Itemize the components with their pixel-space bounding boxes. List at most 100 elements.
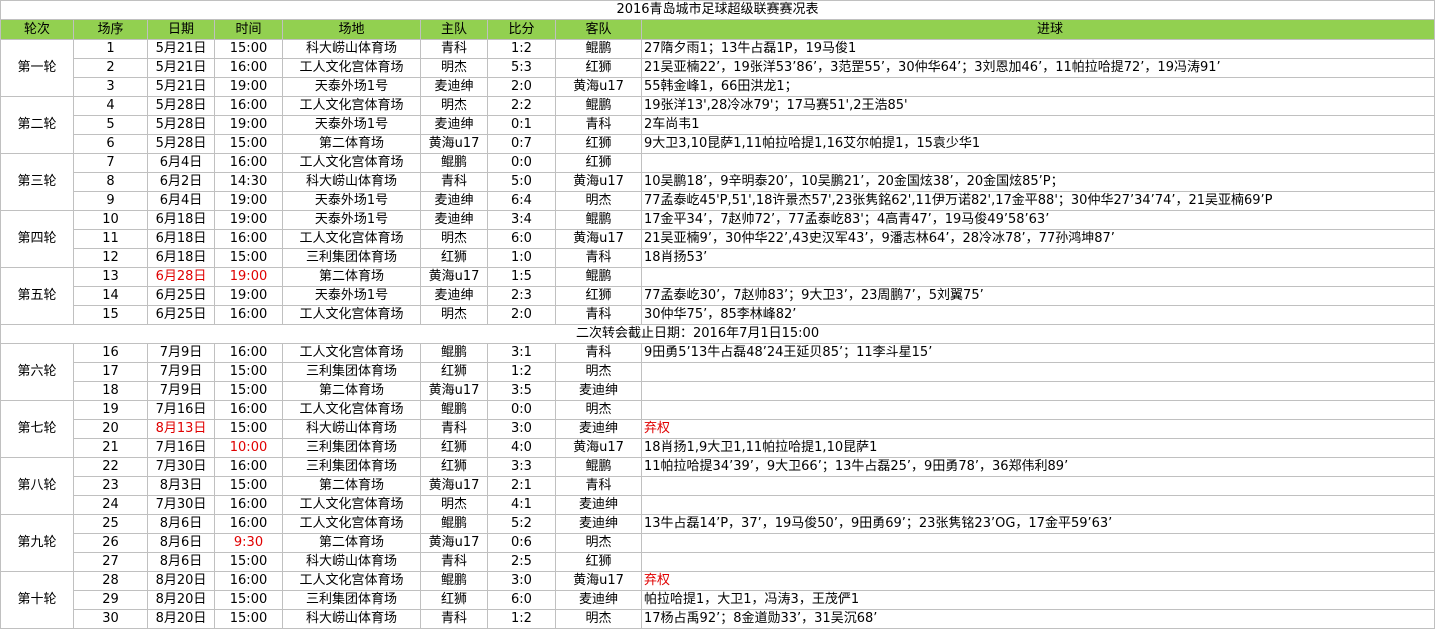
- home-team-cell[interactable]: 明杰: [420, 58, 488, 78]
- time-cell[interactable]: 15:00: [214, 381, 283, 401]
- away-team-cell[interactable]: 明杰: [555, 191, 642, 211]
- goals-cell[interactable]: 21吴亚楠22’，19张洋53’86’，3范罡55’，30仲华64’；3刘恩加4…: [641, 58, 1435, 78]
- venue-cell[interactable]: 科大崂山体育场: [282, 552, 421, 572]
- time-cell[interactable]: 19:00: [214, 267, 283, 287]
- time-cell[interactable]: 16:00: [214, 457, 283, 477]
- goals-cell[interactable]: 18肖扬53’: [641, 248, 1435, 268]
- away-team-cell[interactable]: 青科: [555, 115, 642, 135]
- score-cell[interactable]: 2:2: [487, 96, 556, 116]
- match-no-cell[interactable]: 17: [73, 362, 148, 382]
- date-cell[interactable]: 7月30日: [147, 495, 215, 515]
- home-team-cell[interactable]: 麦迪绅: [420, 77, 488, 97]
- match-no-cell[interactable]: 4: [73, 96, 148, 116]
- time-cell[interactable]: 16:00: [214, 400, 283, 420]
- goals-cell[interactable]: 30仲华75’，85李林峰82’: [641, 305, 1435, 325]
- date-cell[interactable]: 7月16日: [147, 438, 215, 458]
- date-cell[interactable]: 6月25日: [147, 286, 215, 306]
- home-team-cell[interactable]: 红狮: [420, 362, 488, 382]
- time-cell[interactable]: 9:30: [214, 533, 283, 553]
- round-cell[interactable]: 第三轮: [0, 153, 74, 211]
- score-cell[interactable]: 1:2: [487, 39, 556, 59]
- home-team-cell[interactable]: 麦迪绅: [420, 286, 488, 306]
- home-team-cell[interactable]: 明杰: [420, 495, 488, 515]
- header-away[interactable]: 客队: [555, 19, 642, 40]
- score-cell[interactable]: 1:0: [487, 248, 556, 268]
- match-no-cell[interactable]: 14: [73, 286, 148, 306]
- match-no-cell[interactable]: 11: [73, 229, 148, 249]
- date-cell[interactable]: 8月6日: [147, 514, 215, 534]
- venue-cell[interactable]: 第二体育场: [282, 134, 421, 154]
- date-cell[interactable]: 8月13日: [147, 419, 215, 439]
- match-no-cell[interactable]: 15: [73, 305, 148, 325]
- away-team-cell[interactable]: 鲲鹏: [555, 96, 642, 116]
- match-no-cell[interactable]: 7: [73, 153, 148, 173]
- time-cell[interactable]: 16:00: [214, 571, 283, 591]
- date-cell[interactable]: 7月9日: [147, 343, 215, 363]
- venue-cell[interactable]: 第二体育场: [282, 533, 421, 553]
- score-cell[interactable]: 1:5: [487, 267, 556, 287]
- date-cell[interactable]: 8月20日: [147, 571, 215, 591]
- away-team-cell[interactable]: 鲲鹏: [555, 39, 642, 59]
- match-no-cell[interactable]: 1: [73, 39, 148, 59]
- home-team-cell[interactable]: 青科: [420, 39, 488, 59]
- transfer-deadline-note[interactable]: 二次转会截止日期：2016年7月1日15:00: [0, 324, 1435, 344]
- venue-cell[interactable]: 工人文化宫体育场: [282, 96, 421, 116]
- date-cell[interactable]: 5月21日: [147, 77, 215, 97]
- home-team-cell[interactable]: 黄海u17: [420, 134, 488, 154]
- time-cell[interactable]: 14:30: [214, 172, 283, 192]
- header-home[interactable]: 主队: [420, 19, 488, 40]
- round-cell[interactable]: 第二轮: [0, 96, 74, 154]
- goals-cell[interactable]: 2车尚韦1: [641, 115, 1435, 135]
- venue-cell[interactable]: 天泰外场1号: [282, 115, 421, 135]
- score-cell[interactable]: 6:4: [487, 191, 556, 211]
- score-cell[interactable]: 0:7: [487, 134, 556, 154]
- match-no-cell[interactable]: 10: [73, 210, 148, 230]
- score-cell[interactable]: 0:6: [487, 533, 556, 553]
- goals-cell[interactable]: [641, 552, 1435, 572]
- away-team-cell[interactable]: 麦迪绅: [555, 495, 642, 515]
- home-team-cell[interactable]: 红狮: [420, 590, 488, 610]
- time-cell[interactable]: 19:00: [214, 191, 283, 211]
- time-cell[interactable]: 15:00: [214, 476, 283, 496]
- date-cell[interactable]: 7月16日: [147, 400, 215, 420]
- header-score[interactable]: 比分: [487, 19, 556, 40]
- home-team-cell[interactable]: 明杰: [420, 96, 488, 116]
- home-team-cell[interactable]: 青科: [420, 552, 488, 572]
- goals-cell[interactable]: 19张洋13',28冷冰79'；17马赛51',2王浩85': [641, 96, 1435, 116]
- home-team-cell[interactable]: 黄海u17: [420, 381, 488, 401]
- match-no-cell[interactable]: 28: [73, 571, 148, 591]
- time-cell[interactable]: 19:00: [214, 210, 283, 230]
- home-team-cell[interactable]: 黄海u17: [420, 476, 488, 496]
- time-cell[interactable]: 16:00: [214, 495, 283, 515]
- venue-cell[interactable]: 工人文化宫体育场: [282, 343, 421, 363]
- match-no-cell[interactable]: 20: [73, 419, 148, 439]
- date-cell[interactable]: 6月4日: [147, 153, 215, 173]
- venue-cell[interactable]: 工人文化宫体育场: [282, 153, 421, 173]
- date-cell[interactable]: 6月25日: [147, 305, 215, 325]
- score-cell[interactable]: 2:0: [487, 305, 556, 325]
- header-date[interactable]: 日期: [147, 19, 215, 40]
- venue-cell[interactable]: 三利集团体育场: [282, 438, 421, 458]
- home-team-cell[interactable]: 明杰: [420, 305, 488, 325]
- score-cell[interactable]: 3:3: [487, 457, 556, 477]
- venue-cell[interactable]: 第二体育场: [282, 267, 421, 287]
- score-cell[interactable]: 3:0: [487, 571, 556, 591]
- away-team-cell[interactable]: 麦迪绅: [555, 590, 642, 610]
- round-cell[interactable]: 第七轮: [0, 400, 74, 458]
- home-team-cell[interactable]: 黄海u17: [420, 533, 488, 553]
- round-cell[interactable]: 第一轮: [0, 39, 74, 97]
- goals-cell[interactable]: [641, 153, 1435, 173]
- match-no-cell[interactable]: 9: [73, 191, 148, 211]
- match-no-cell[interactable]: 23: [73, 476, 148, 496]
- venue-cell[interactable]: 工人文化宫体育场: [282, 571, 421, 591]
- match-no-cell[interactable]: 26: [73, 533, 148, 553]
- header-goals[interactable]: 进球: [641, 19, 1435, 40]
- venue-cell[interactable]: 工人文化宫体育场: [282, 495, 421, 515]
- goals-cell[interactable]: 9大卫3,10昆萨1,11帕拉哈提1,16艾尔帕提1，15袁少华1: [641, 134, 1435, 154]
- time-cell[interactable]: 15:00: [214, 362, 283, 382]
- date-cell[interactable]: 7月9日: [147, 362, 215, 382]
- score-cell[interactable]: 3:5: [487, 381, 556, 401]
- away-team-cell[interactable]: 红狮: [555, 58, 642, 78]
- home-team-cell[interactable]: 黄海u17: [420, 267, 488, 287]
- date-cell[interactable]: 8月20日: [147, 590, 215, 610]
